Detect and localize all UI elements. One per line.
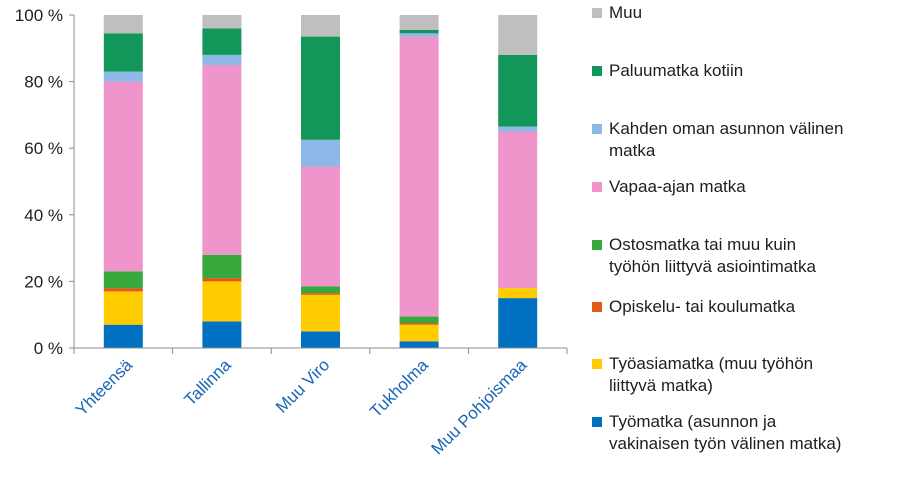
bar-segment <box>399 341 439 348</box>
y-tick-label: 0 % <box>34 339 63 358</box>
legend-swatch <box>592 182 602 192</box>
bar-segment <box>103 81 143 272</box>
bar-segment <box>399 15 439 30</box>
legend-swatch <box>592 66 602 76</box>
bar-segment <box>103 288 143 292</box>
legend-label-line: Työmatka (asunnon ja <box>609 412 777 431</box>
legend-label: Vapaa-ajan matka <box>609 176 899 198</box>
bar-segment <box>202 321 242 348</box>
bar-segment <box>498 288 538 299</box>
bar-segment <box>399 316 439 324</box>
bar-segment <box>399 324 439 342</box>
bar-segment <box>103 15 143 34</box>
bar-segment <box>399 33 439 37</box>
bar-segment <box>301 15 340 37</box>
bar-segment <box>301 139 340 167</box>
bar-segment <box>301 294 340 332</box>
legend-label-line: Ostosmatka tai muu kuin <box>609 235 797 254</box>
bar-segment <box>399 30 439 34</box>
bar-segment <box>399 36 439 317</box>
bar-segment <box>498 131 538 288</box>
bar-segment <box>202 64 242 255</box>
bar-segment <box>301 293 340 295</box>
bar-segment <box>301 286 340 294</box>
bar-segment <box>103 71 143 82</box>
legend-label: Muu <box>609 2 899 24</box>
bar-segment <box>202 278 242 282</box>
legend-label-line: Opiskelu- tai koulumatka <box>609 297 796 316</box>
category-label: Muu Pohjoismaa <box>428 355 531 458</box>
legend-swatch <box>592 359 602 369</box>
y-tick-label: 40 % <box>24 206 63 225</box>
legend-swatch <box>592 8 602 18</box>
bar-segment <box>399 323 439 325</box>
legend-swatch <box>592 124 602 134</box>
legend-label: Kahden oman asunnon välinen matka <box>609 118 899 162</box>
legend-label: Ostosmatka tai muu kuin työhön liittyvä a… <box>609 234 899 278</box>
bar-segment <box>103 271 143 289</box>
legend-label: Työasiamatka (muu työhön liittyvä matka) <box>609 353 899 397</box>
y-tick-label: 100 % <box>15 6 63 25</box>
category-label: Tallinna <box>181 355 236 410</box>
bar-segment <box>498 126 538 132</box>
bar-segment <box>202 28 242 55</box>
legend-label-line: Työasiamatka (muu työhön <box>609 354 814 373</box>
y-tick-label: 80 % <box>24 73 63 92</box>
legend-label-line: liittyvä matka) <box>609 376 713 395</box>
legend-label-line: Muu <box>609 3 643 22</box>
bar-segment <box>301 36 340 140</box>
legend: Muu Paluumatka kotiin Kahden oman asunnon … <box>592 0 900 470</box>
bar-segment <box>103 324 143 348</box>
bar-segment <box>202 281 242 322</box>
bar-segment <box>103 291 143 325</box>
legend-label-line: Paluumatka kotiin <box>609 61 744 80</box>
legend-label: Opiskelu- tai koulumatka <box>609 296 899 318</box>
bar-segment <box>498 55 538 127</box>
bar-segment <box>202 254 242 279</box>
bar-segment <box>202 55 242 65</box>
legend-label-line: vakinaisen työn välinen matka) <box>609 434 842 453</box>
legend-swatch <box>592 240 602 250</box>
legend-label-line: Vapaa-ajan matka <box>609 177 746 196</box>
legend-label-line: työhön liittyvä asiointimatka <box>609 257 816 276</box>
category-label: Tukholma <box>366 355 432 421</box>
bar-segment <box>202 15 242 29</box>
legend-label-line: matka <box>609 141 656 160</box>
y-tick-label: 60 % <box>24 139 63 158</box>
legend-label: Työmatka (asunnon ja vakinaisen työn väli… <box>609 411 899 455</box>
bar-segment <box>498 15 538 55</box>
legend-label: Paluumatka kotiin <box>609 60 899 82</box>
category-label: Muu Viro <box>272 355 333 416</box>
y-tick-label: 20 % <box>24 272 63 291</box>
bar-segment <box>103 33 143 72</box>
bar-segment <box>498 298 538 348</box>
legend-swatch <box>592 417 602 427</box>
bar-segment <box>301 331 340 348</box>
bar-segment <box>301 166 340 287</box>
legend-label-line: Kahden oman asunnon välinen <box>609 119 844 138</box>
legend-swatch <box>592 302 602 312</box>
category-label: Yhteensä <box>72 355 137 420</box>
